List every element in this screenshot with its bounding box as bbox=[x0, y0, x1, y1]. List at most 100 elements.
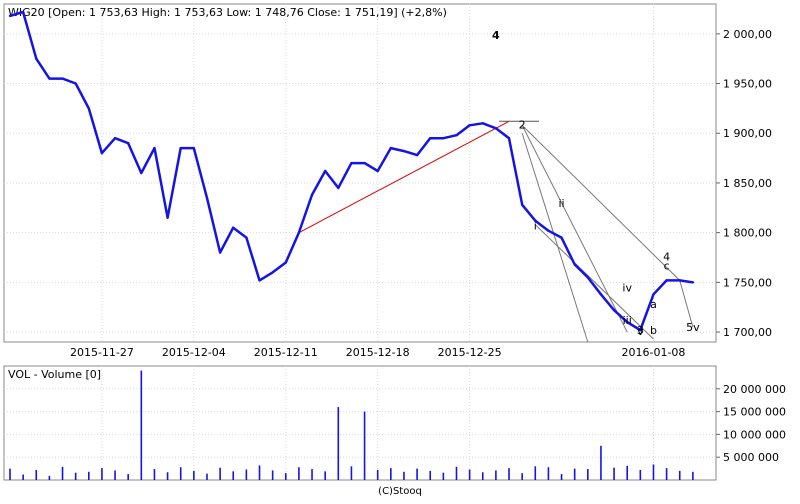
volume-bar bbox=[639, 469, 642, 480]
volume-bar bbox=[245, 469, 248, 480]
price-point bbox=[179, 146, 182, 150]
price-point bbox=[100, 151, 104, 155]
volume-bar bbox=[311, 469, 313, 480]
volume-bar bbox=[626, 465, 629, 480]
volume-bar bbox=[153, 469, 156, 480]
volume-bar bbox=[271, 470, 274, 480]
volume-bar bbox=[692, 471, 694, 480]
volume-bar bbox=[560, 474, 563, 480]
x-tick-label: 2015-12-18 bbox=[346, 346, 410, 359]
volume-bar bbox=[587, 469, 589, 480]
wave-label: 5v bbox=[686, 321, 700, 334]
wave-label: a bbox=[650, 298, 657, 311]
volume-bar bbox=[48, 475, 51, 480]
price-point bbox=[612, 308, 616, 312]
price-point bbox=[534, 219, 537, 222]
price-point bbox=[337, 186, 340, 190]
price-point bbox=[126, 141, 130, 145]
price-point bbox=[402, 149, 406, 153]
price-point bbox=[691, 281, 695, 284]
volume-bar bbox=[193, 470, 195, 480]
trendline-gray bbox=[534, 224, 654, 340]
wave-label: iv bbox=[622, 281, 632, 294]
volume-bar bbox=[547, 467, 550, 480]
wave-label: i bbox=[534, 220, 537, 233]
volume-bar bbox=[179, 467, 182, 480]
price-point bbox=[153, 146, 156, 150]
volume-bar bbox=[416, 468, 418, 480]
price-point bbox=[205, 196, 209, 200]
x-tick-label: 2016-01-08 bbox=[622, 346, 686, 359]
wave-label: 4 bbox=[492, 29, 500, 42]
price-point bbox=[35, 57, 38, 60]
trendline-red bbox=[298, 120, 510, 234]
volume-bar bbox=[219, 467, 221, 480]
price-point bbox=[442, 137, 445, 140]
price-tick-label-y: 1 700,00 bbox=[723, 326, 772, 339]
price-point bbox=[350, 161, 353, 165]
trendline-gray bbox=[521, 124, 681, 281]
volume-tick-label-y: 5 000 000 bbox=[723, 451, 779, 464]
volume-bar bbox=[521, 473, 523, 480]
price-point bbox=[586, 276, 590, 279]
price-point bbox=[218, 251, 222, 254]
price-tick-label-y: 1 750,00 bbox=[723, 276, 772, 289]
price-panel-frame bbox=[3, 3, 717, 343]
wave-label: ii bbox=[558, 197, 564, 210]
volume-bar bbox=[206, 473, 208, 480]
volume-bar bbox=[140, 370, 143, 480]
volume-panel-frame bbox=[3, 365, 717, 481]
price-point bbox=[232, 226, 235, 229]
price-point bbox=[21, 10, 25, 14]
price-point bbox=[87, 107, 90, 110]
volume-bar bbox=[376, 469, 379, 480]
price-point bbox=[547, 229, 550, 232]
volume-bar bbox=[442, 472, 445, 480]
price-point bbox=[678, 279, 681, 282]
volume-bar bbox=[350, 466, 353, 480]
wave-label: 2 bbox=[519, 118, 526, 131]
price-point bbox=[192, 146, 196, 150]
price-point bbox=[271, 271, 274, 274]
price-point bbox=[310, 193, 314, 197]
price-point bbox=[113, 137, 117, 140]
price-point bbox=[429, 137, 432, 140]
volume-bar bbox=[429, 470, 432, 480]
wave-label: c bbox=[664, 259, 670, 272]
volume-bar bbox=[9, 468, 11, 480]
price-point bbox=[363, 161, 366, 165]
price-point bbox=[520, 203, 524, 207]
volume-bar bbox=[87, 471, 90, 480]
volume-bar bbox=[573, 468, 576, 480]
price-point bbox=[560, 236, 563, 239]
volume-bar bbox=[101, 468, 103, 480]
x-tick-label: 2015-11-27 bbox=[70, 346, 134, 359]
trendline-gray bbox=[521, 125, 628, 333]
price-point bbox=[74, 82, 77, 85]
volume-bar bbox=[678, 470, 681, 480]
price-point bbox=[48, 77, 51, 80]
volume-bar bbox=[232, 471, 235, 480]
x-tick-label: 2015-12-04 bbox=[162, 346, 226, 359]
volume-bar bbox=[166, 472, 169, 480]
price-point bbox=[376, 169, 379, 173]
volume-bar bbox=[534, 466, 537, 480]
x-tick-label: 2015-12-25 bbox=[438, 346, 502, 359]
volume-bar bbox=[508, 468, 510, 480]
price-tick-label-y: 2 000,00 bbox=[723, 28, 772, 41]
price-point bbox=[599, 293, 603, 296]
volume-bar bbox=[298, 467, 300, 480]
volume-bar bbox=[403, 471, 405, 480]
volume-chart-title: VOL - Volume [0] bbox=[8, 368, 101, 381]
volume-bar bbox=[455, 466, 458, 480]
volume-bar bbox=[22, 474, 24, 480]
volume-bar bbox=[127, 474, 129, 480]
volume-bar bbox=[665, 468, 668, 480]
volume-bar bbox=[114, 470, 116, 480]
volume-bar bbox=[74, 472, 77, 480]
x-tick-label: 2015-12-11 bbox=[254, 346, 318, 359]
price-point bbox=[245, 236, 248, 239]
volume-bar bbox=[324, 471, 326, 480]
price-point bbox=[284, 261, 287, 264]
